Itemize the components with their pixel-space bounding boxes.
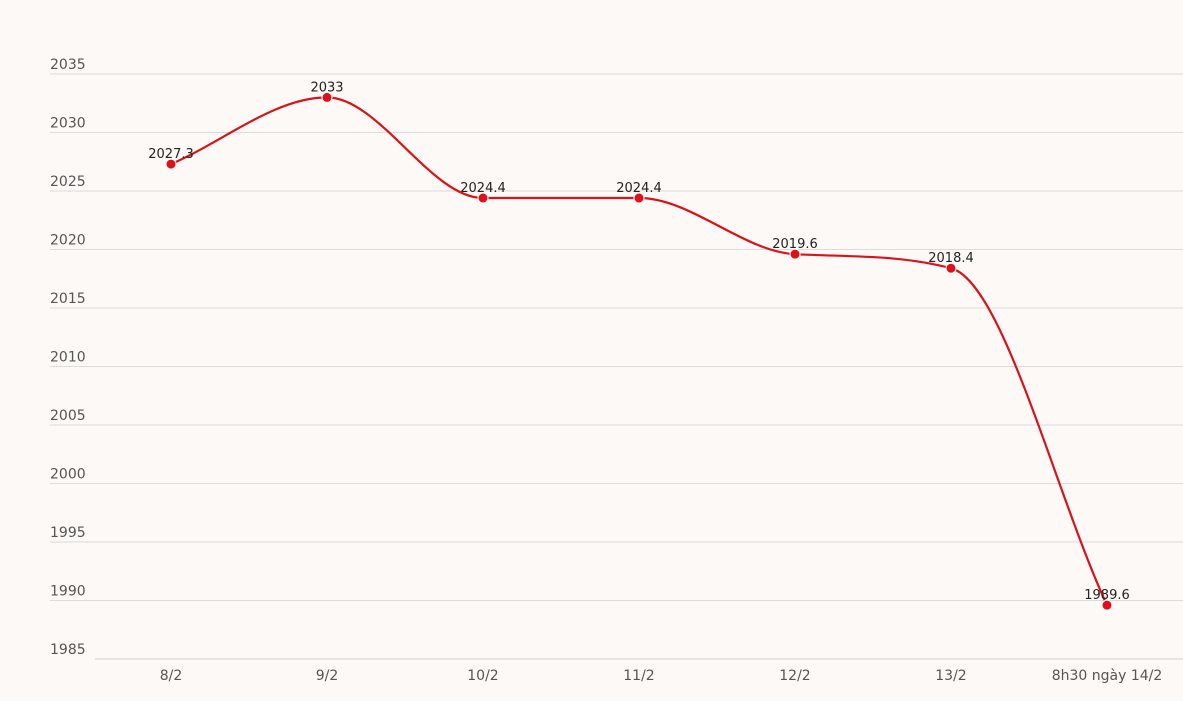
- y-axis: 1985 1990 1995 2000 2005 2010 2015 2020 2025 2030…: [50, 57, 86, 658]
- y-tick-label: 2010: [50, 350, 86, 366]
- data-label: 2024.4: [460, 181, 506, 196]
- y-tick-label: 1985: [50, 642, 86, 658]
- y-tick-label: 2030: [50, 116, 86, 132]
- data-points: [165, 91, 1113, 611]
- data-label: 2027.3: [148, 147, 194, 162]
- y-tick-label: 2000: [50, 467, 86, 483]
- x-tick-label: 10/2: [467, 668, 498, 684]
- data-label: 2019.6: [772, 237, 818, 252]
- y-tick-label: 1990: [50, 584, 86, 600]
- data-point-marker: [633, 192, 645, 204]
- y-tick-label: 1995: [50, 525, 86, 541]
- x-axis: 8/2 9/2 10/2 11/2 12/2 13/2 8h30 ngày 14/2: [160, 668, 1163, 684]
- y-tick-label: 2035: [50, 57, 86, 73]
- data-point-marker: [321, 91, 333, 103]
- x-tick-label: 12/2: [779, 668, 810, 684]
- series-line: [169, 96, 1109, 607]
- y-tick-label: 2020: [50, 233, 86, 249]
- y-tick-label: 2015: [50, 291, 86, 307]
- data-point-marker: [477, 192, 489, 204]
- data-point-marker: [165, 158, 177, 170]
- x-tick-label: 8h30 ngày 14/2: [1052, 668, 1163, 684]
- y-tick-label: 2025: [50, 174, 86, 190]
- x-tick-label: 11/2: [623, 668, 654, 684]
- data-point-marker: [789, 248, 801, 260]
- x-tick-label: 13/2: [935, 668, 966, 684]
- grid-lines: [50, 73, 1183, 660]
- data-label: 2024.4: [616, 181, 662, 196]
- data-label: 2018.4: [928, 251, 974, 266]
- x-tick-label: 8/2: [160, 668, 183, 684]
- data-labels: 2027.3 2033 2024.4 2024.4 2019.6 2018.4 1989.6: [148, 80, 1130, 603]
- y-tick-label: 2005: [50, 408, 86, 424]
- data-point-marker: [1101, 599, 1113, 611]
- data-label: 2033: [310, 80, 343, 95]
- series-line-layer: [169, 96, 1109, 607]
- data-point-marker: [945, 262, 957, 274]
- data-label: 1989.6: [1084, 588, 1130, 603]
- x-tick-label: 9/2: [316, 668, 339, 684]
